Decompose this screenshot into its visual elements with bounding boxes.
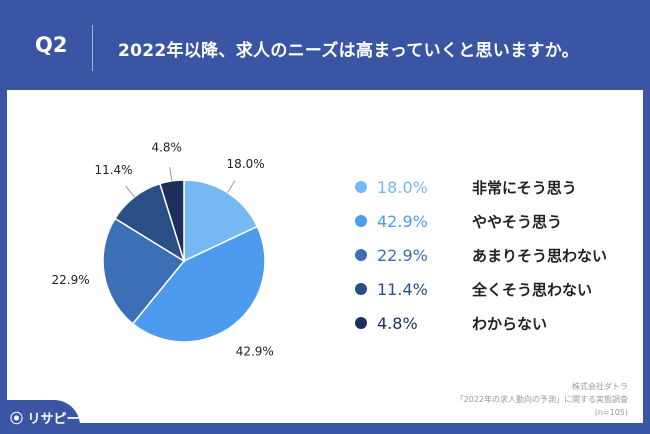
- legend-dot: [355, 249, 367, 261]
- data-label: 18.0%: [227, 157, 265, 171]
- data-label: 4.8%: [151, 140, 182, 154]
- legend-item: 42.9% ややそう思う: [355, 204, 607, 238]
- page-title: 2022年以降、求人のニーズは高まっていくと思いますか。: [118, 41, 579, 61]
- leader-line: [125, 185, 135, 198]
- question-number: Q2: [35, 33, 68, 57]
- header: Q2 2022年以降、求人のニーズは高まっていくと思いますか。: [0, 0, 650, 90]
- pie-slice: [159, 179, 185, 262]
- legend-label: あまりそう思わない: [472, 246, 608, 265]
- legend-dot: [355, 181, 367, 193]
- legend-dot: [355, 283, 367, 295]
- data-label: 22.9%: [52, 273, 90, 287]
- leader-line: [169, 167, 173, 181]
- pie-slice: [131, 225, 266, 343]
- legend-value: 4.8%: [377, 313, 418, 333]
- legend-value: 42.9%: [377, 211, 428, 231]
- legend-dot: [355, 317, 367, 329]
- legend-item: 11.4% 全くそう思わない: [355, 272, 607, 306]
- source-survey: 「2022年の求人動向の予測」に関する実態調査: [455, 395, 628, 404]
- leader-line: [226, 180, 236, 193]
- source-note: 株式会社ダトラ 「2022年の求人動向の予測」に関する実態調査 (n=105): [456, 380, 628, 419]
- divider: [92, 25, 93, 71]
- pie-slice: [183, 179, 259, 263]
- legend-label: わからない: [472, 314, 548, 333]
- legend-label: 全くそう思わない: [472, 280, 593, 299]
- legend-label: 非常にそう思う: [472, 178, 577, 197]
- legend-item: 18.0% 非常にそう思う: [355, 170, 607, 204]
- legend-item: 22.9% あまりそう思わない: [355, 238, 607, 272]
- legend-item: 4.8% わからない: [355, 306, 607, 340]
- data-label: 42.9%: [236, 345, 274, 359]
- legend: 18.0% 非常にそう思う 42.9% ややそう思う 22.9% あまりそう思わない 11.…: [355, 170, 607, 340]
- legend-dot: [355, 215, 367, 227]
- legend-value: 11.4%: [377, 279, 428, 299]
- legend-value: 18.0%: [377, 177, 428, 197]
- legend-value: 22.9%: [377, 245, 428, 265]
- legend-label: ややそう思う: [472, 212, 563, 231]
- pie-slice: [102, 217, 186, 325]
- logo: ⦿ リサピー: [0, 400, 80, 434]
- data-label: 11.4%: [94, 163, 132, 177]
- logo-text: リサピー: [27, 412, 80, 427]
- source-company: 株式会社ダトラ: [572, 382, 628, 391]
- source-n: (n=105): [594, 408, 628, 417]
